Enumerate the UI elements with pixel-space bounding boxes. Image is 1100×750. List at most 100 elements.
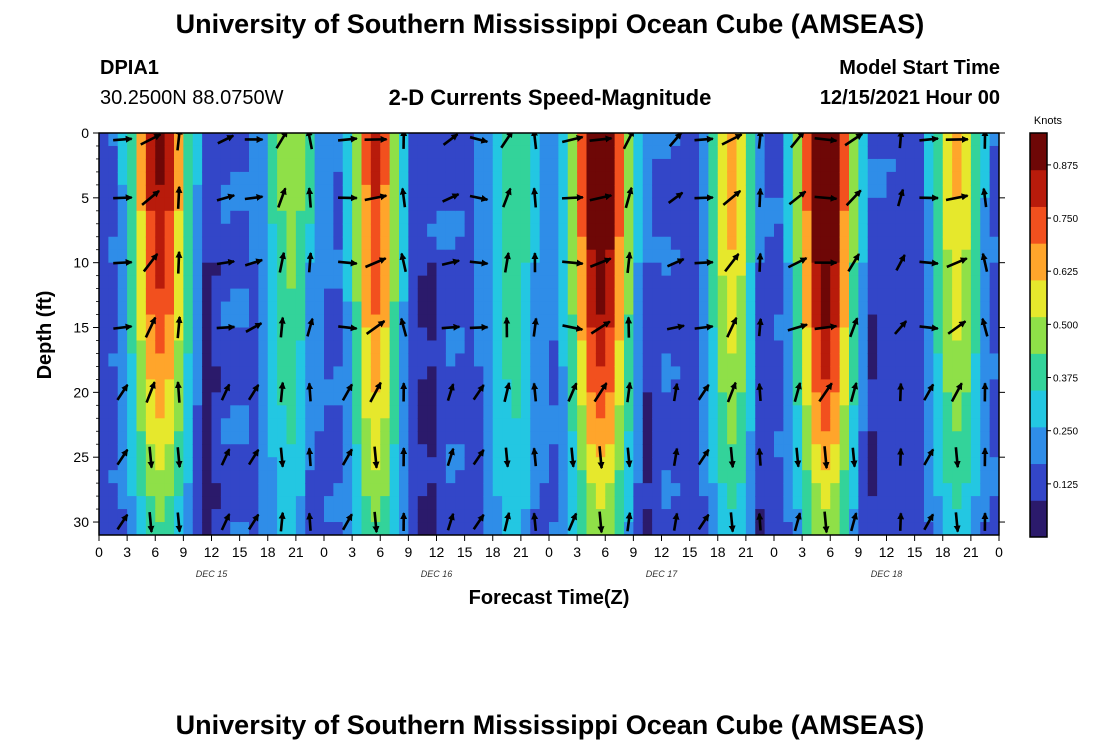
heatmap-cell	[708, 431, 719, 445]
heatmap-cell	[192, 405, 203, 419]
heatmap-cell	[502, 340, 513, 355]
heatmap-cell	[642, 457, 653, 471]
heatmap-cell	[783, 171, 794, 186]
heatmap-cell	[164, 262, 175, 277]
heatmap-cell	[183, 470, 194, 484]
heatmap-cell	[661, 444, 672, 458]
heatmap-cell	[295, 392, 306, 406]
heatmap-cell	[877, 418, 888, 432]
heatmap-cell	[333, 236, 344, 251]
heatmap-cell	[755, 418, 766, 432]
heatmap-cell	[230, 340, 241, 355]
heatmap-cell	[858, 301, 869, 316]
heatmap-cell	[445, 522, 456, 535]
x-tick-label: 15	[232, 544, 248, 560]
heatmap-cell	[389, 340, 400, 355]
heatmap-cell	[708, 457, 719, 471]
heatmap-cell	[314, 483, 325, 497]
heatmap-cell	[492, 223, 503, 238]
heatmap-cell	[961, 158, 972, 173]
heatmap-cell	[558, 158, 569, 173]
heatmap-cell	[220, 171, 231, 186]
heatmap-cell	[549, 133, 559, 147]
heatmap-cell	[895, 418, 906, 432]
heatmap-cell	[980, 223, 991, 238]
heatmap-cell	[924, 457, 934, 471]
heatmap-cell	[352, 522, 363, 535]
heatmap-cell	[220, 301, 231, 316]
heatmap-cell	[942, 392, 953, 406]
heatmap-cell	[174, 288, 184, 303]
heatmap-cell	[952, 483, 963, 497]
heatmap-cell	[183, 184, 194, 199]
heatmap-cell	[792, 275, 803, 290]
heatmap-cell	[549, 366, 559, 380]
heatmap-cell	[830, 223, 841, 238]
heatmap-cell	[549, 236, 559, 251]
heatmap-cell	[249, 171, 259, 186]
heatmap-cell	[614, 236, 625, 251]
heatmap-cell	[783, 522, 794, 535]
heatmap-cell	[605, 314, 616, 329]
heatmap-cell	[595, 314, 606, 329]
heatmap-cell	[417, 275, 428, 290]
heatmap-cell	[239, 483, 250, 497]
heatmap-cell	[886, 405, 897, 419]
heatmap-cell	[764, 158, 775, 173]
heatmap-cell	[342, 327, 353, 342]
heatmap-cell	[586, 210, 597, 225]
heatmap-cell	[717, 405, 728, 419]
heatmap-cell	[436, 171, 447, 186]
heatmap-cell	[942, 184, 953, 199]
heatmap-cell	[924, 236, 934, 251]
heatmap-cell	[549, 249, 559, 264]
heatmap-cell	[914, 405, 925, 419]
heatmap-cell	[689, 197, 700, 212]
heatmap-cell	[670, 184, 681, 199]
current-vector-arrow	[726, 381, 737, 403]
heatmap-cell	[492, 210, 503, 225]
heatmap-cell	[839, 509, 850, 523]
heatmap-cell	[239, 301, 250, 316]
heatmap-cell	[849, 210, 859, 225]
heatmap-cell	[567, 171, 578, 186]
heatmap-cell	[136, 379, 147, 393]
heatmap-cell	[689, 184, 700, 199]
heatmap-cell	[670, 262, 681, 277]
heatmap-cell	[933, 366, 944, 380]
current-vector-arrow	[589, 135, 613, 143]
heatmap-cell	[408, 275, 419, 290]
heatmap-cell	[220, 327, 231, 342]
heatmap-cell	[614, 470, 625, 484]
heatmap-cell	[605, 379, 616, 393]
heatmap-cell	[961, 327, 972, 342]
heatmap-cell	[605, 249, 616, 264]
heatmap-cell	[183, 509, 194, 523]
heatmap-cell	[99, 275, 109, 290]
heatmap-cell	[680, 470, 691, 484]
heatmap-cell	[474, 197, 484, 212]
heatmap-cell	[886, 223, 897, 238]
heatmap-cell	[670, 470, 681, 484]
heatmap-cell	[736, 353, 747, 368]
heatmap-cell	[502, 197, 513, 212]
heatmap-cell	[783, 223, 794, 238]
heatmap-cell	[474, 171, 484, 186]
colorbar-segment	[1030, 426, 1047, 465]
heatmap-cell	[427, 327, 438, 342]
heatmap-cell	[427, 405, 438, 419]
heatmap-cell	[792, 392, 803, 406]
heatmap-cell	[258, 236, 269, 251]
colorbar-segment	[1030, 316, 1047, 354]
heatmap-cell	[952, 145, 963, 160]
heatmap-cell	[108, 184, 119, 199]
heatmap-cell	[314, 288, 325, 303]
heatmap-cell	[295, 171, 306, 186]
heatmap-cell	[661, 133, 672, 147]
heatmap-cell	[99, 197, 109, 212]
heatmap-cell	[558, 223, 569, 238]
heatmap-cell	[877, 366, 888, 380]
heatmap-cell	[699, 249, 709, 264]
heatmap-cell	[445, 366, 456, 380]
heatmap-cell	[670, 210, 681, 225]
